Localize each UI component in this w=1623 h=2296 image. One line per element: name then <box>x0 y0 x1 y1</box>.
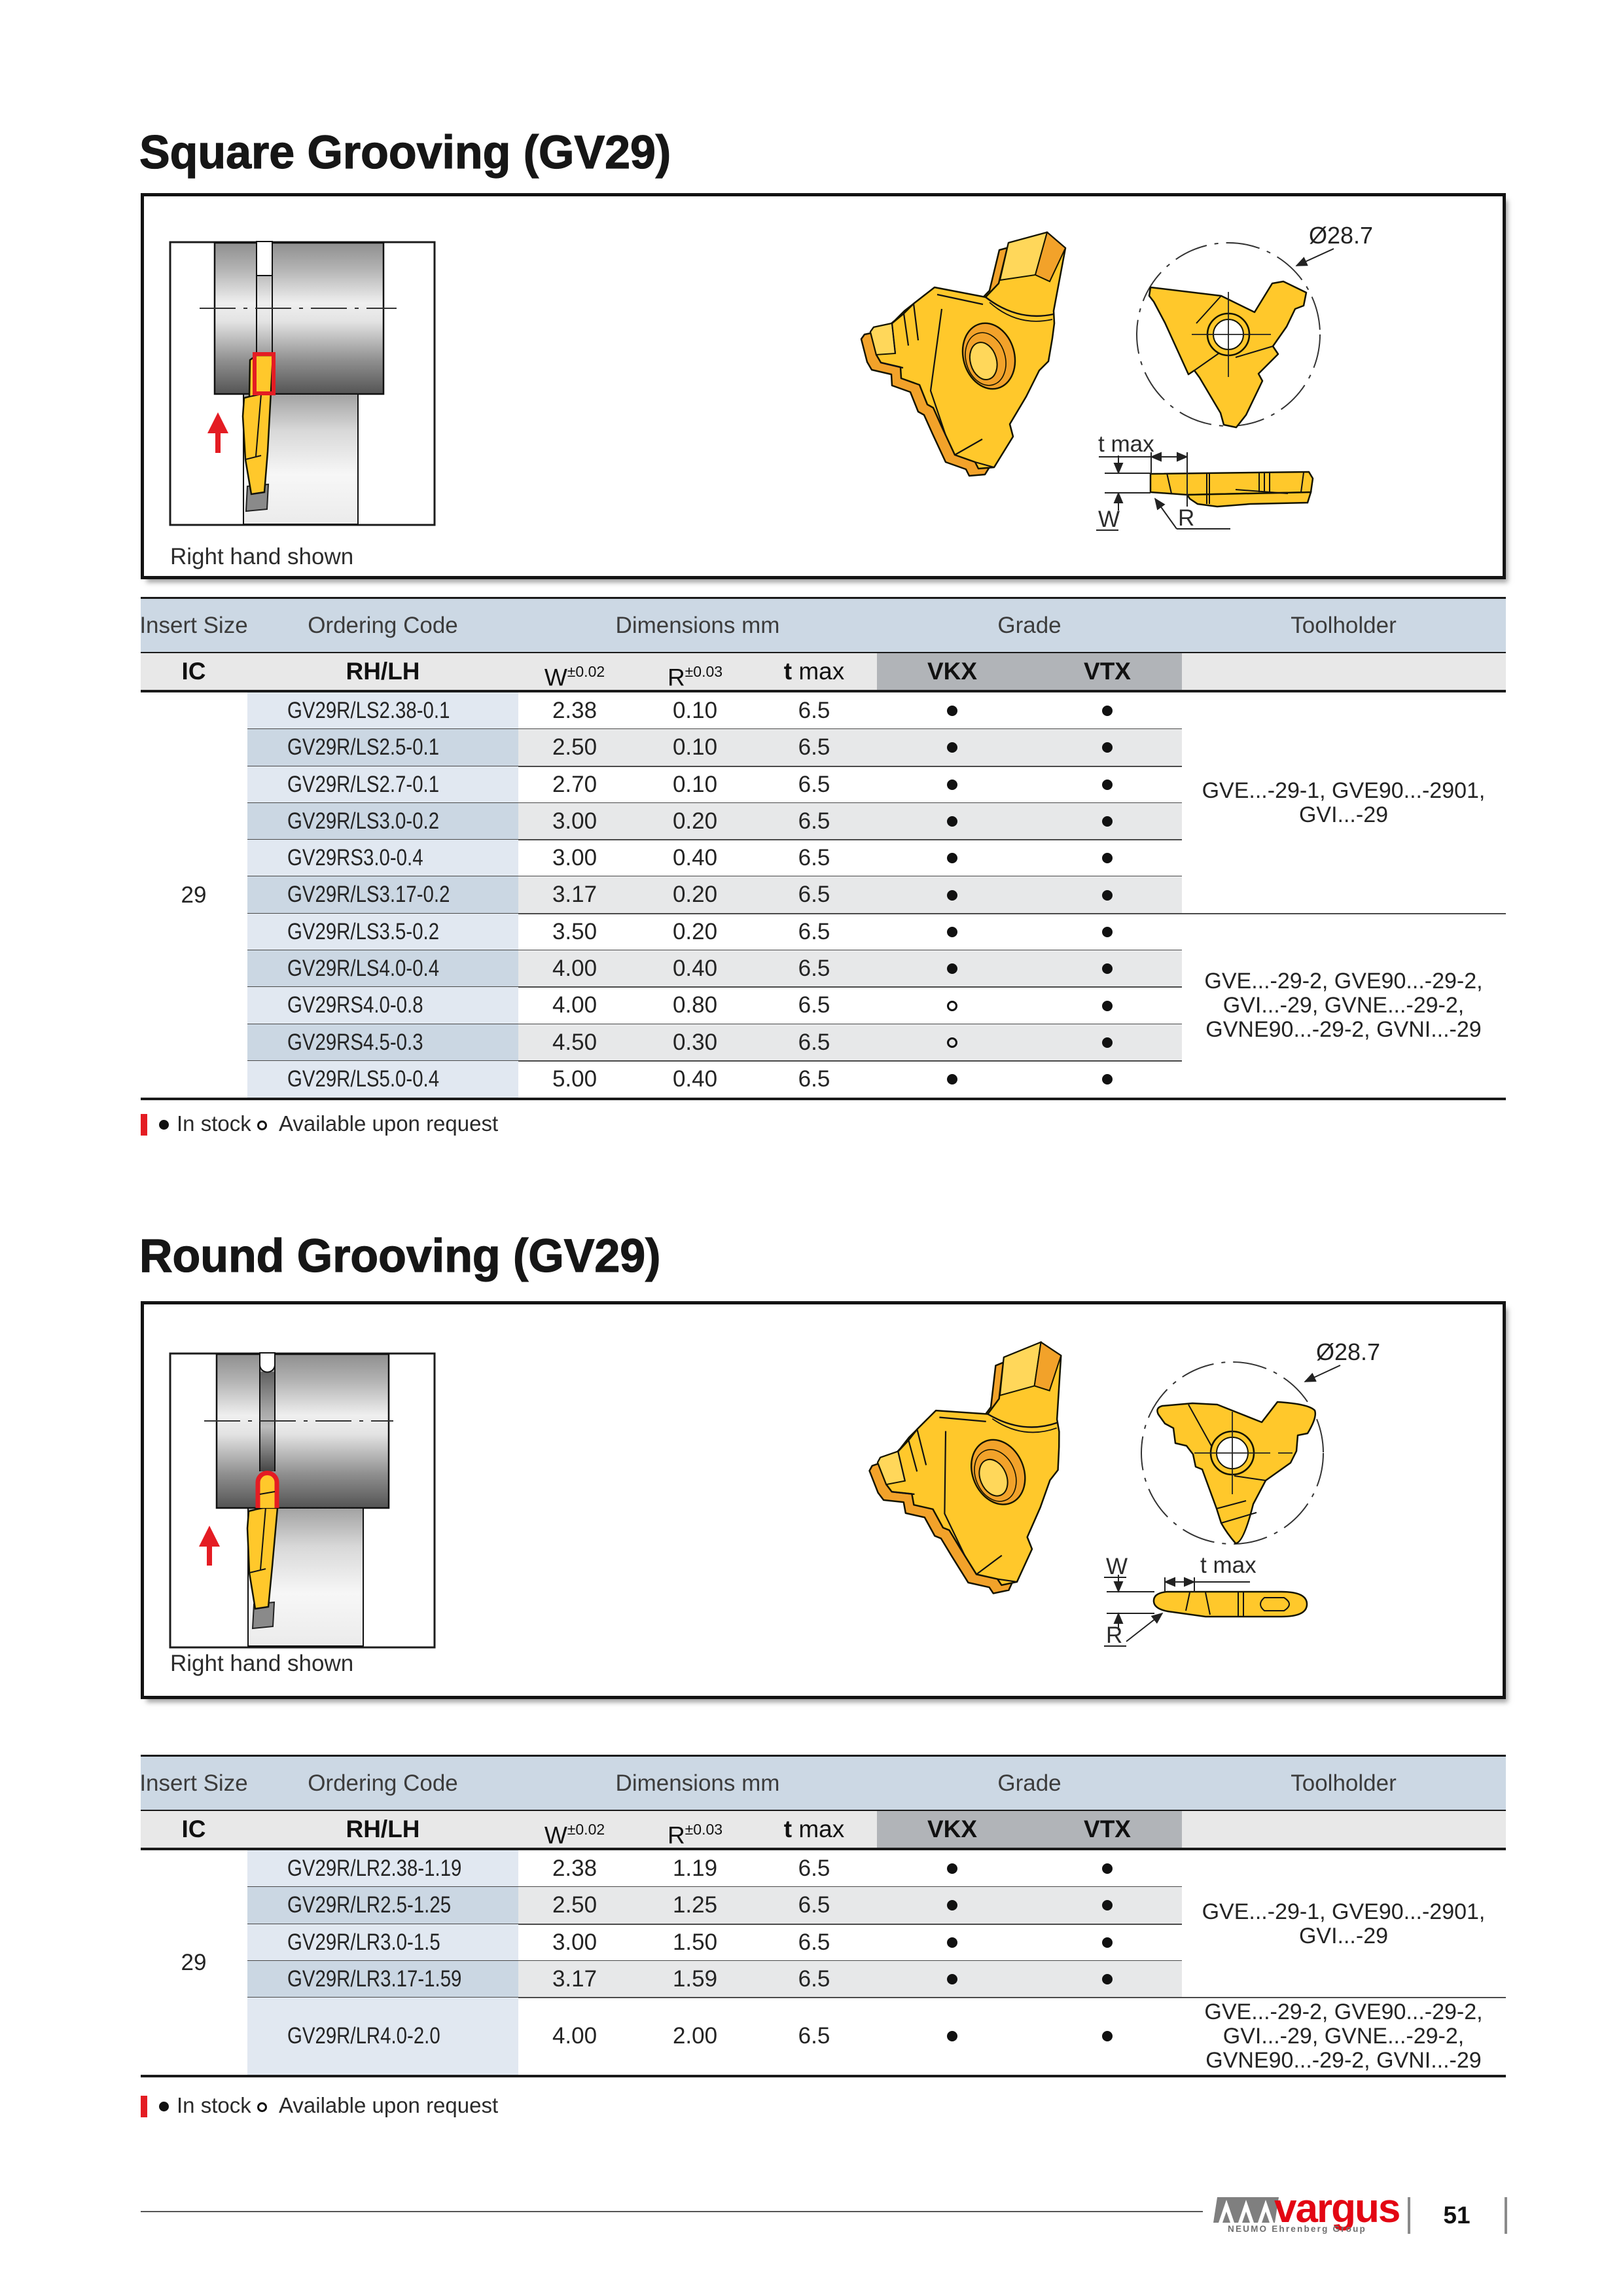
svg-text:Right hand shown: Right hand shown <box>170 544 353 569</box>
svg-text:R: R <box>1106 1623 1122 1648</box>
svg-text:Ø28.7: Ø28.7 <box>1316 1338 1380 1365</box>
svg-text:W: W <box>1098 507 1120 532</box>
svg-text:R: R <box>1178 505 1194 531</box>
svg-text:Right hand shown: Right hand shown <box>170 1651 353 1676</box>
svg-text:W: W <box>1106 1554 1128 1579</box>
svg-text:Ø28.7: Ø28.7 <box>1309 222 1373 249</box>
svg-text:NEUMO Ehrenberg Group: NEUMO Ehrenberg Group <box>1228 2224 1366 2234</box>
svg-text:vargus: vargus <box>1274 2191 1399 2231</box>
svg-text:t max: t max <box>1200 1552 1257 1578</box>
svg-text:t max: t max <box>1098 431 1154 457</box>
